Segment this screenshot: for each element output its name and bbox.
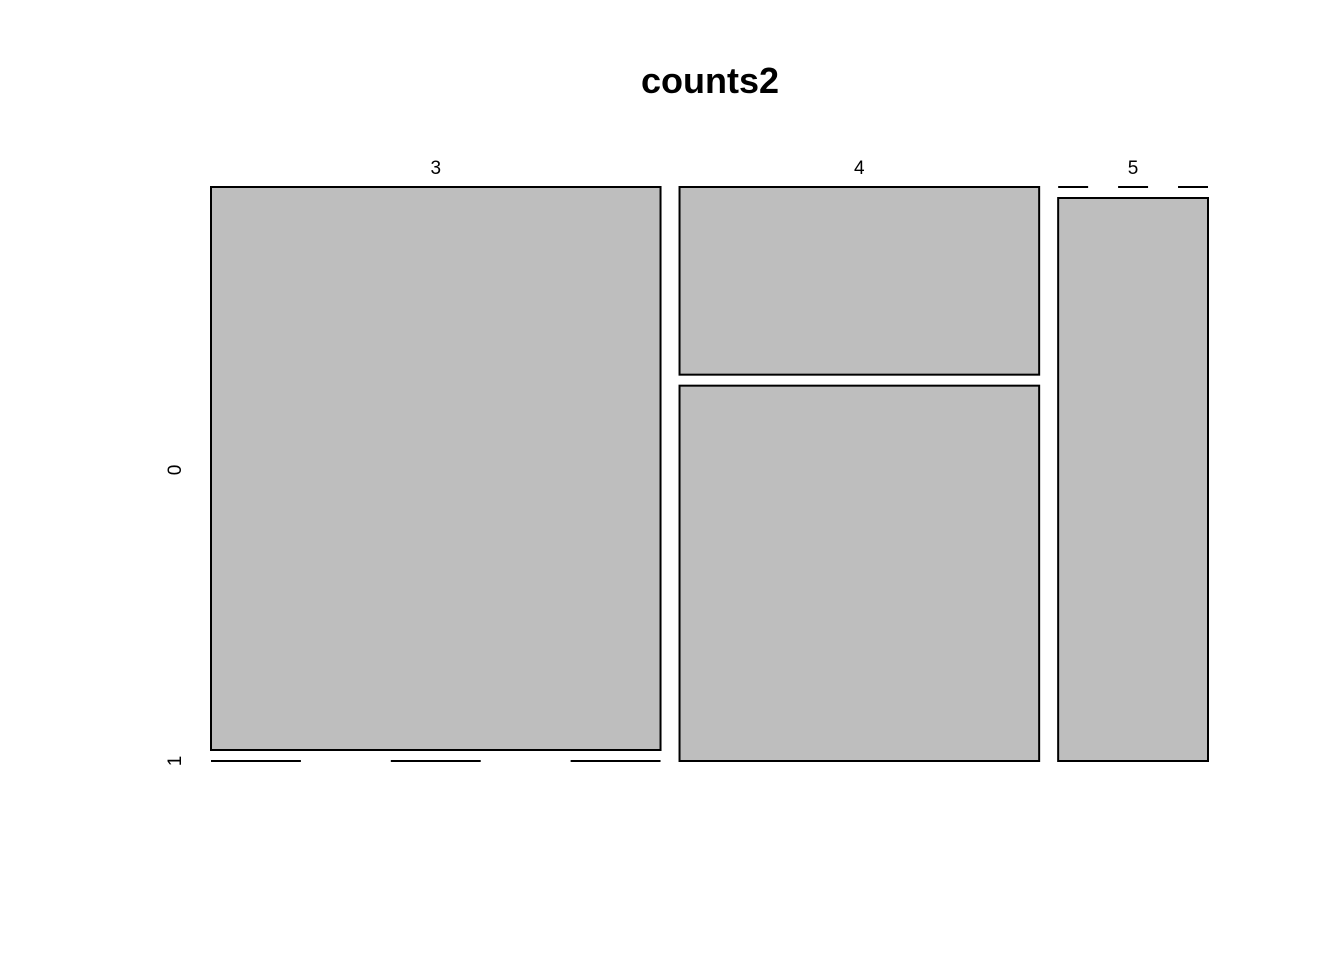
tile-4-0 xyxy=(678,186,1041,376)
col-label-5: 5 xyxy=(1128,158,1139,179)
mosaic-labels: 3 4 5 0 1 xyxy=(165,158,1138,766)
row-label-1: 1 xyxy=(165,756,186,767)
mosaic-tiles xyxy=(210,186,1209,762)
tile-3-0 xyxy=(210,186,662,751)
tile-5-1 xyxy=(1057,197,1209,762)
col-label-4: 4 xyxy=(854,158,865,179)
tile-4-1 xyxy=(678,384,1041,762)
row-label-0: 0 xyxy=(165,465,186,476)
col-label-3: 3 xyxy=(430,158,441,179)
chart-title: counts2 xyxy=(641,60,779,101)
